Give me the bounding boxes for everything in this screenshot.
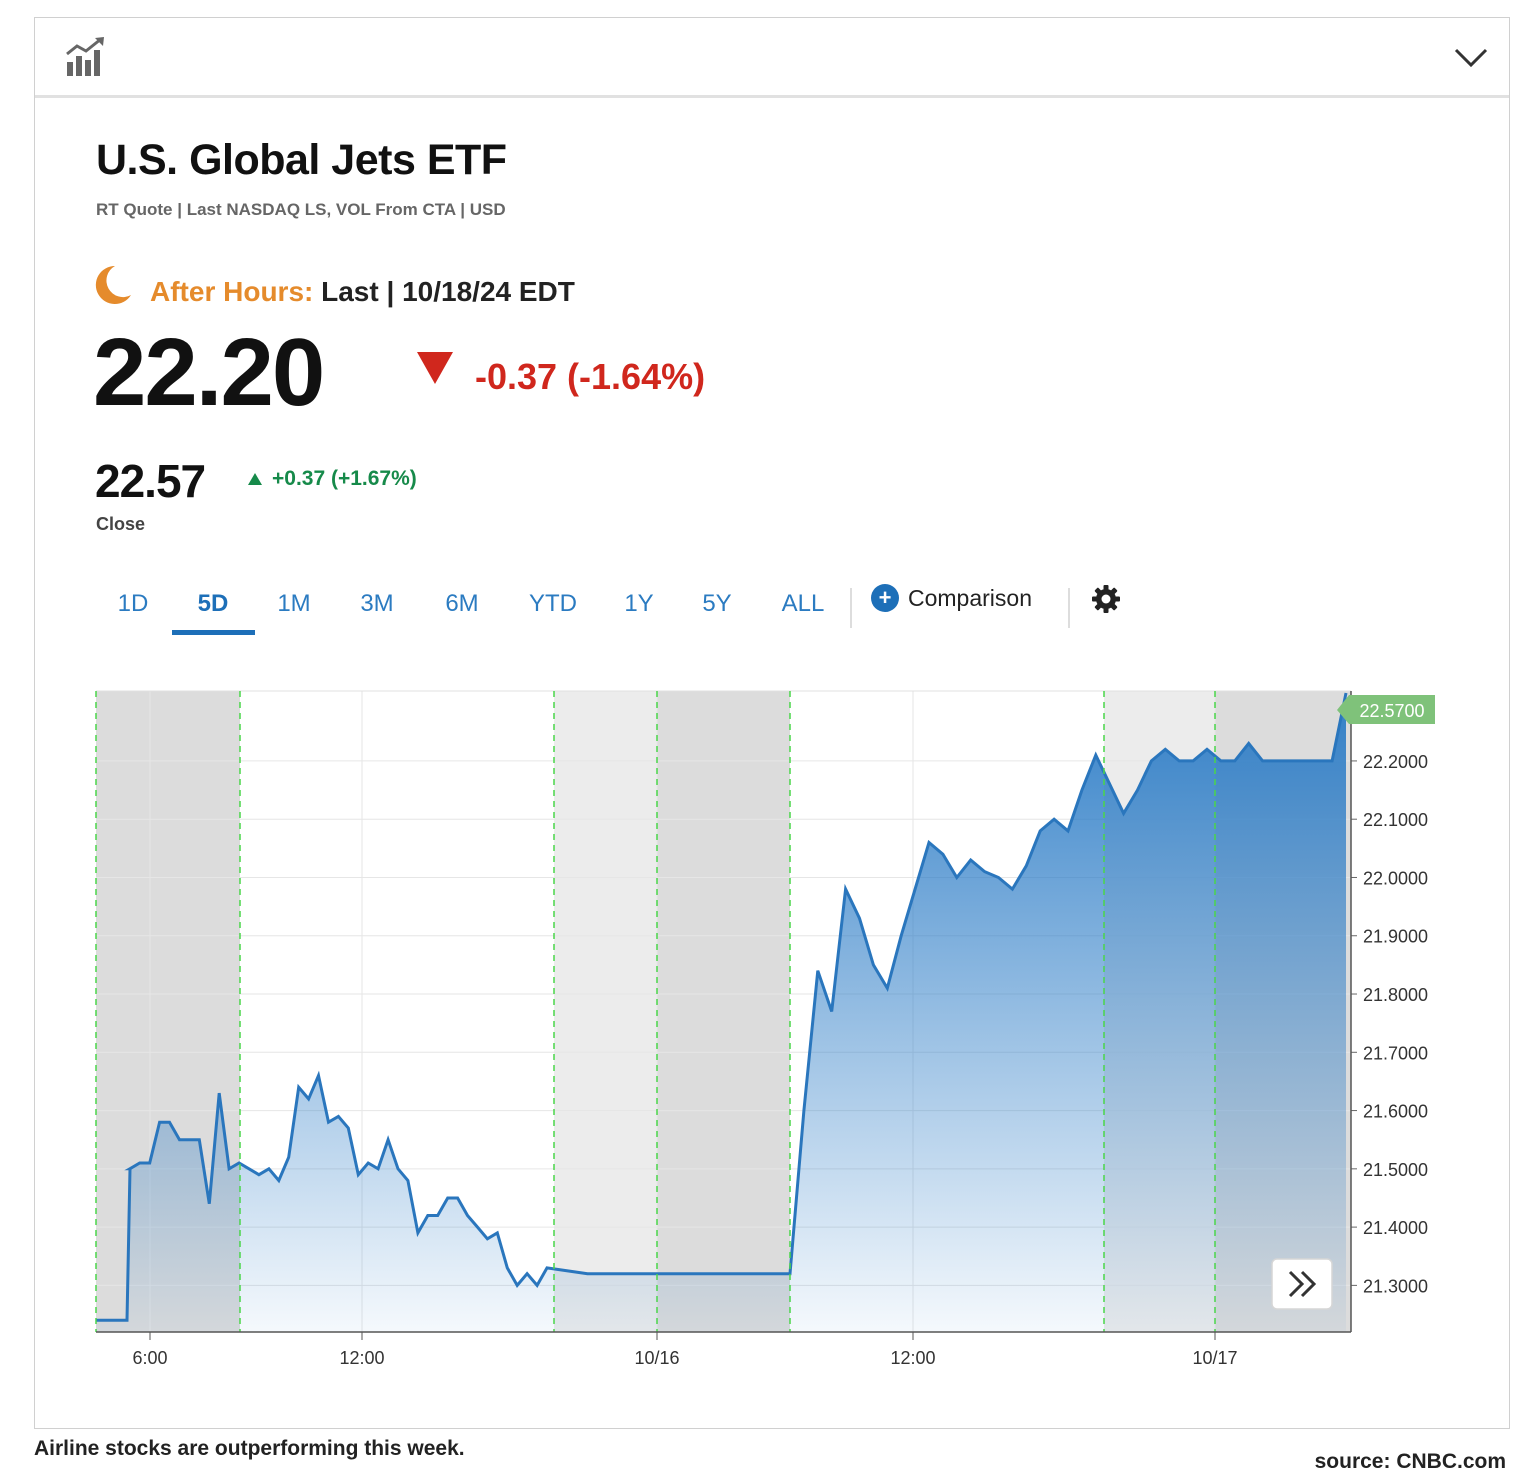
source-credit: source: CNBC.com: [1314, 1450, 1506, 1473]
card-header: [35, 18, 1509, 98]
tab-ytd[interactable]: YTD: [529, 590, 577, 617]
after-hours-row: After Hours: Last | 10/18/24 EDT: [150, 276, 575, 308]
after-hours-price: 22.20: [93, 319, 325, 426]
last-value-label: 22.5700: [1359, 701, 1424, 721]
plus-icon: +: [871, 584, 899, 612]
bar-chart-trend-icon[interactable]: [65, 36, 107, 78]
y-tick-label: 21.4000: [1363, 1218, 1428, 1238]
active-tab-indicator: [172, 630, 255, 635]
x-tick-label: 12:00: [339, 1348, 384, 1368]
y-tick-label: 21.9000: [1363, 927, 1428, 947]
y-tick-label: 21.6000: [1363, 1102, 1428, 1122]
comparison-label: Comparison: [908, 584, 1032, 611]
close-label: Close: [96, 514, 146, 534]
y-tick-label: 22.1000: [1363, 810, 1428, 830]
y-tick-label: 22.0000: [1363, 868, 1428, 888]
after-hours-label: After Hours:: [150, 276, 314, 307]
security-name: U.S. Global Jets ETF: [96, 136, 507, 184]
tab-separator: [850, 588, 852, 628]
close-change: +0.37 (+1.67%): [272, 467, 417, 490]
quote-info: RT Quote | Last NASDAQ LS, VOL From CTA …: [96, 200, 506, 219]
tab-1m[interactable]: 1M: [277, 590, 311, 617]
session-shade: [657, 691, 790, 1332]
tab-5d[interactable]: 5D: [197, 590, 229, 617]
x-tick-label: 10/17: [1192, 1348, 1237, 1368]
after-hours-detail: Last | 10/18/24 EDT: [321, 276, 575, 307]
after-hours-change: -0.37 (-1.64%): [475, 356, 706, 397]
y-tick-label: 21.7000: [1363, 1043, 1428, 1063]
chevron-down-icon[interactable]: [1453, 42, 1489, 72]
tab-3m[interactable]: 3M: [360, 590, 394, 617]
tab-5y[interactable]: 5Y: [702, 590, 732, 617]
tab-1y[interactable]: 1Y: [624, 590, 654, 617]
price-chart[interactable]: 22.2000 22.1000 22.0000 21.9000 21.8000 21.70…: [35, 18, 1511, 1430]
chart-card: U.S. Global Jets ETF RT Quote | Last NAS…: [34, 17, 1510, 1429]
up-triangle-icon: [248, 473, 262, 485]
y-tick-label: 22.2000: [1363, 752, 1428, 772]
double-chevron-right-icon: [1288, 1270, 1317, 1298]
tab-separator: [1068, 588, 1070, 628]
y-tick-label: 21.8000: [1363, 985, 1428, 1005]
x-tick-label: 6:00: [132, 1348, 167, 1368]
series-line: [96, 692, 1348, 1322]
chart-caption: Airline stocks are outperforming this we…: [34, 1437, 465, 1460]
down-triangle-icon: [417, 352, 453, 384]
comparison-button[interactable]: + Comparison: [871, 583, 1032, 613]
close-price: 22.57: [95, 455, 206, 507]
last-value-tag: [1337, 695, 1435, 724]
tab-all[interactable]: ALL: [781, 590, 825, 617]
x-tick-label: 10/16: [634, 1348, 679, 1368]
session-shade: [554, 691, 657, 1332]
y-tick-label: 21.3000: [1363, 1276, 1428, 1296]
y-tick-label: 21.5000: [1363, 1160, 1428, 1180]
tab-6m[interactable]: 6M: [445, 590, 479, 617]
moon-icon: [95, 265, 131, 304]
time-range-tabs: 1D 5D 1M 3M 6M YTD 1Y 5Y ALL + Compariso…: [35, 578, 1509, 638]
tab-1d[interactable]: 1D: [117, 590, 149, 617]
gear-icon[interactable]: [1091, 584, 1121, 614]
x-tick-label: 12:00: [890, 1348, 935, 1368]
series-area: [96, 693, 1346, 1332]
